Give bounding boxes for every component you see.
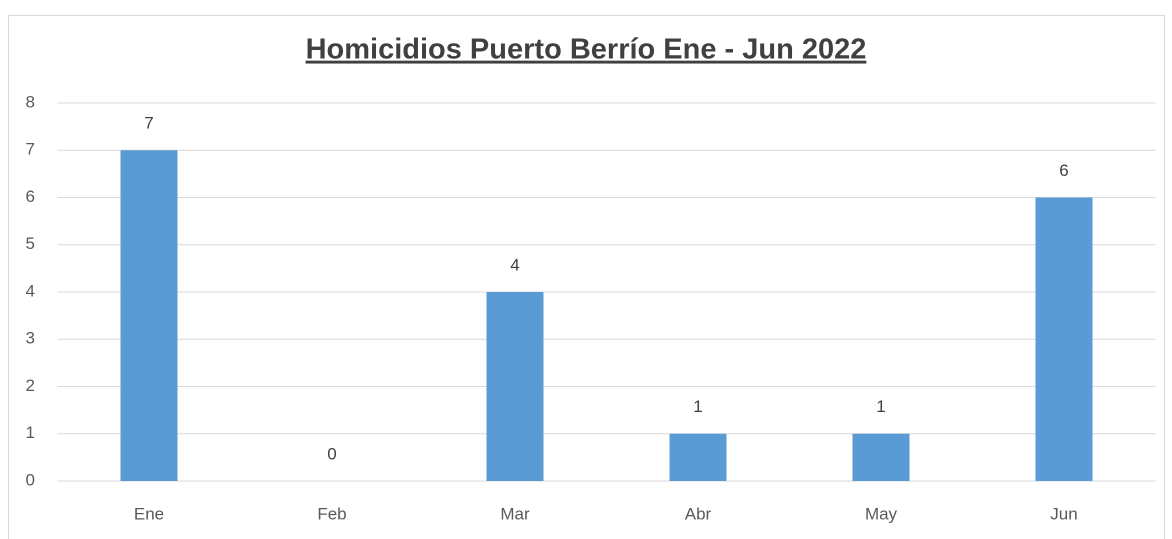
chart-border — [8, 15, 1165, 539]
y-tick-label: 4 — [26, 281, 35, 300]
data-label: 0 — [327, 444, 336, 463]
y-tick-label: 3 — [26, 329, 35, 348]
data-label: 1 — [876, 397, 885, 416]
bar — [1035, 197, 1093, 481]
data-label: 6 — [1059, 161, 1068, 180]
y-tick-label: 8 — [26, 92, 35, 111]
y-tick-label: 5 — [26, 234, 35, 253]
x-tick-label: Ene — [134, 504, 164, 523]
y-tick-label: 1 — [26, 423, 35, 442]
data-label: 4 — [510, 255, 519, 274]
bar — [669, 433, 727, 481]
bar — [120, 150, 178, 481]
x-tick-label: May — [865, 504, 898, 523]
x-tick-label: Jun — [1050, 504, 1077, 523]
y-tick-label: 2 — [26, 376, 35, 395]
bar — [486, 292, 544, 481]
y-tick-label: 0 — [26, 470, 35, 489]
x-tick-label: Abr — [685, 504, 712, 523]
data-label: 1 — [693, 397, 702, 416]
chart-title: Homicidios Puerto Berrío Ene - Jun 2022 — [306, 34, 867, 66]
data-label: 7 — [144, 114, 153, 133]
bar — [852, 433, 910, 481]
x-tick-label: Mar — [500, 504, 530, 523]
x-tick-label: Feb — [317, 504, 346, 523]
y-tick-label: 6 — [26, 187, 35, 206]
y-tick-label: 7 — [26, 140, 35, 159]
